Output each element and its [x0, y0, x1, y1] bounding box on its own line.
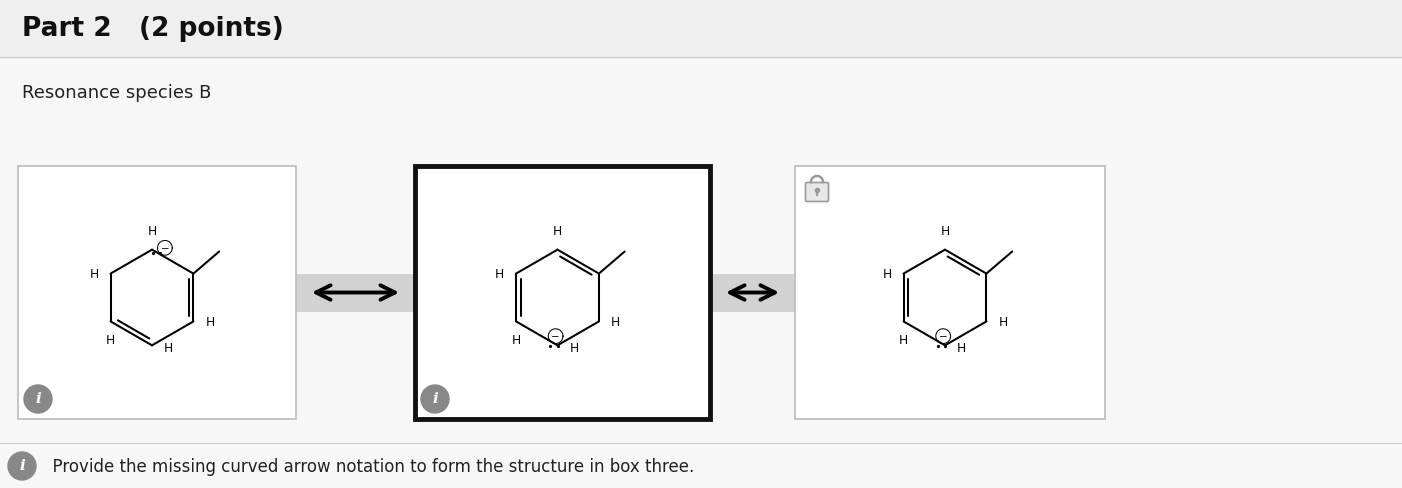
Text: i: i: [35, 392, 41, 406]
FancyBboxPatch shape: [0, 0, 1402, 58]
Text: H: H: [512, 334, 520, 346]
Text: H: H: [205, 315, 215, 328]
FancyBboxPatch shape: [296, 274, 415, 312]
Text: Part 2   (2 points): Part 2 (2 points): [22, 16, 283, 42]
Text: H: H: [941, 224, 949, 237]
Text: H: H: [611, 315, 620, 328]
FancyBboxPatch shape: [795, 167, 1105, 419]
Text: H: H: [882, 267, 892, 281]
FancyBboxPatch shape: [806, 183, 829, 202]
Text: H: H: [998, 315, 1008, 328]
Text: −: −: [161, 244, 170, 253]
Text: H: H: [147, 224, 157, 237]
FancyBboxPatch shape: [415, 167, 709, 419]
Text: H: H: [107, 334, 115, 346]
Text: H: H: [552, 224, 562, 237]
Circle shape: [8, 452, 36, 480]
Text: −: −: [551, 331, 559, 342]
Text: Provide the missing curved arrow notation to form the structure in box three.: Provide the missing curved arrow notatio…: [42, 457, 694, 475]
FancyBboxPatch shape: [709, 274, 795, 312]
Circle shape: [421, 385, 449, 413]
Text: H: H: [164, 341, 174, 354]
Text: i: i: [20, 459, 25, 472]
Text: H: H: [899, 334, 908, 346]
Text: i: i: [432, 392, 437, 406]
Text: H: H: [569, 341, 579, 354]
Text: −: −: [939, 331, 948, 342]
FancyBboxPatch shape: [18, 167, 296, 419]
Text: Resonance species B: Resonance species B: [22, 84, 212, 102]
Text: H: H: [958, 341, 966, 354]
Text: H: H: [495, 267, 505, 281]
Text: H: H: [90, 267, 98, 281]
Circle shape: [24, 385, 52, 413]
